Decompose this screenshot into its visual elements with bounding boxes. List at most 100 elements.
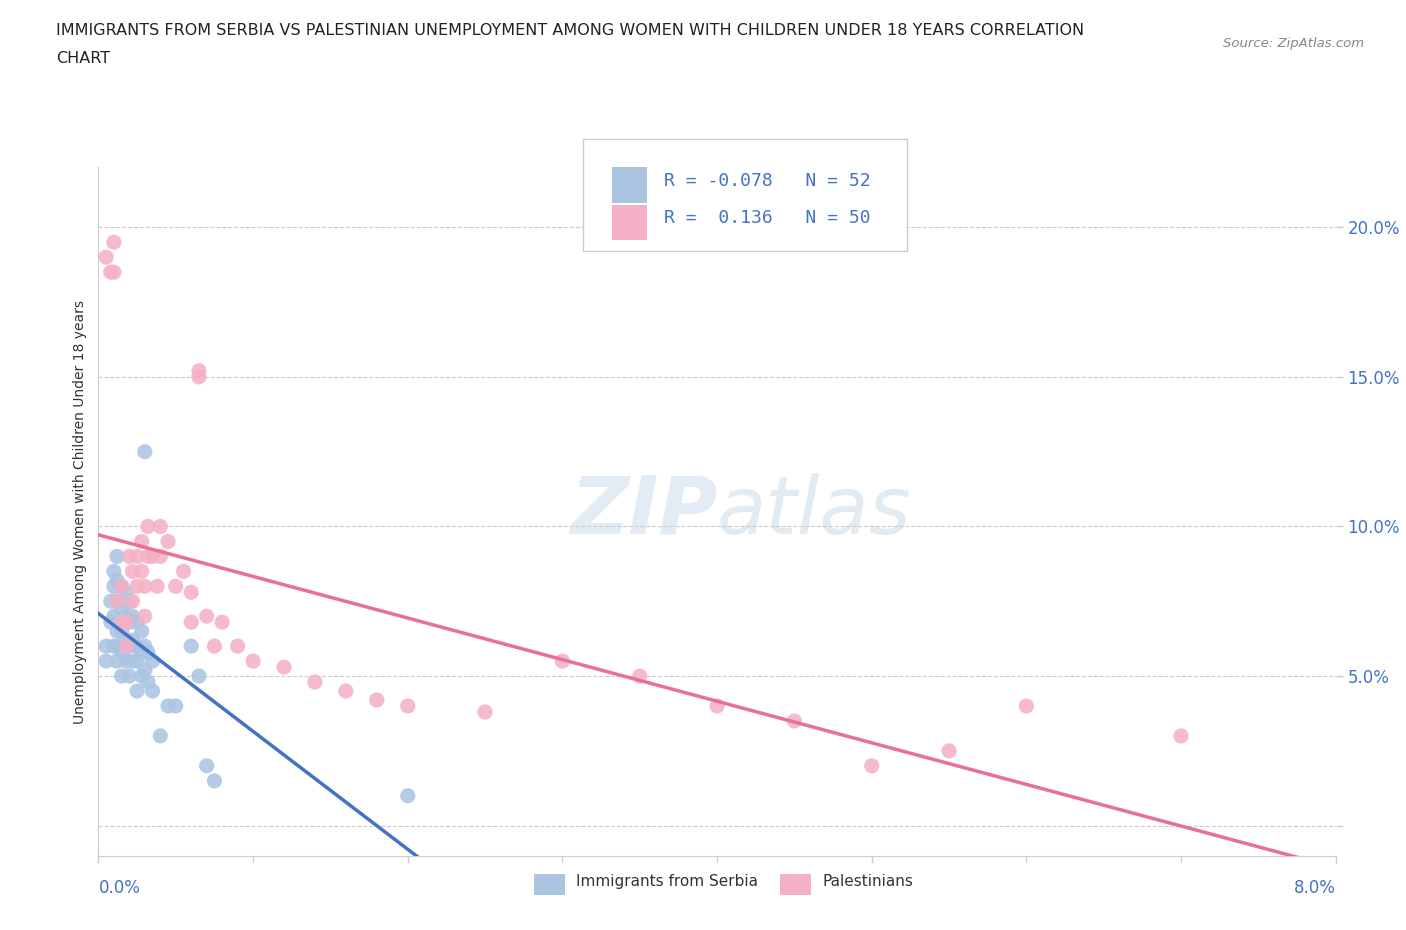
Point [396, 789, 419, 804]
Point [366, 693, 388, 708]
Point [111, 578, 132, 593]
Point [628, 669, 651, 684]
Point [149, 519, 172, 534]
Point [100, 594, 122, 609]
Point [111, 624, 132, 639]
Point [146, 578, 169, 593]
Point [115, 654, 138, 669]
Text: atlas: atlas [717, 472, 912, 551]
Point [131, 669, 153, 684]
Point [115, 585, 138, 600]
Point [157, 534, 180, 549]
Point [121, 609, 143, 624]
Point [136, 549, 159, 564]
Point [115, 615, 138, 630]
Point [474, 705, 496, 720]
Point [105, 573, 128, 588]
Point [1170, 728, 1192, 743]
Point [105, 594, 128, 609]
Point [396, 698, 419, 713]
Point [304, 674, 326, 689]
Point [111, 644, 132, 659]
Point [105, 639, 128, 654]
Point [141, 654, 165, 669]
Point [96, 250, 118, 265]
Point [195, 758, 218, 773]
Point [1015, 698, 1038, 713]
Point [134, 663, 156, 678]
Point [127, 684, 149, 698]
Point [118, 615, 141, 630]
Point [111, 603, 132, 618]
Point [157, 698, 180, 713]
Point [204, 774, 226, 789]
Text: IMMIGRANTS FROM SERBIA VS PALESTINIAN UNEMPLOYMENT AMONG WOMEN WITH CHILDREN UND: IMMIGRANTS FROM SERBIA VS PALESTINIAN UN… [56, 23, 1084, 38]
Point [118, 639, 141, 654]
Point [121, 594, 143, 609]
Point [103, 564, 125, 578]
Point [783, 713, 806, 728]
Text: Source: ZipAtlas.com: Source: ZipAtlas.com [1223, 37, 1364, 50]
Point [172, 564, 194, 578]
Point [115, 609, 138, 624]
Point [188, 669, 211, 684]
Point [141, 549, 165, 564]
Point [127, 615, 149, 630]
Point [551, 654, 574, 669]
Point [204, 639, 226, 654]
Text: 0.0%: 0.0% [98, 879, 141, 897]
Text: R =  0.136   N = 50: R = 0.136 N = 50 [664, 209, 870, 227]
Point [149, 549, 172, 564]
Text: 8.0%: 8.0% [1294, 879, 1336, 897]
Point [103, 639, 125, 654]
Point [165, 578, 187, 593]
Point [195, 609, 218, 624]
Point [111, 578, 132, 593]
Text: CHART: CHART [56, 51, 110, 66]
Point [134, 578, 156, 593]
Point [136, 644, 159, 659]
Point [96, 639, 118, 654]
Point [131, 624, 153, 639]
Point [180, 615, 202, 630]
Point [105, 594, 128, 609]
Point [118, 669, 141, 684]
Point [127, 549, 149, 564]
Point [188, 364, 211, 379]
Point [335, 684, 357, 698]
Point [136, 674, 159, 689]
Point [134, 445, 156, 459]
Point [96, 654, 118, 669]
Point [131, 534, 153, 549]
Point [180, 639, 202, 654]
Point [115, 632, 138, 647]
Y-axis label: Unemployment Among Women with Children Under 18 years: Unemployment Among Women with Children U… [73, 299, 87, 724]
Point [242, 654, 264, 669]
Point [100, 265, 122, 280]
Text: R = -0.078   N = 52: R = -0.078 N = 52 [664, 172, 870, 190]
Point [180, 585, 202, 600]
Point [141, 684, 165, 698]
Point [121, 654, 143, 669]
Point [134, 609, 156, 624]
Point [165, 698, 187, 713]
Point [226, 639, 249, 654]
Point [131, 644, 153, 659]
Point [115, 639, 138, 654]
Point [111, 615, 132, 630]
Point [127, 639, 149, 654]
Point [136, 519, 159, 534]
Point [149, 728, 172, 743]
Point [100, 615, 122, 630]
Point [121, 564, 143, 578]
Text: ZIP: ZIP [569, 472, 717, 551]
Point [706, 698, 728, 713]
Point [105, 549, 128, 564]
Point [105, 654, 128, 669]
Point [103, 578, 125, 593]
Point [127, 578, 149, 593]
Text: Palestinians: Palestinians [823, 874, 914, 889]
Point [211, 615, 233, 630]
Point [860, 758, 883, 773]
Text: Immigrants from Serbia: Immigrants from Serbia [576, 874, 758, 889]
